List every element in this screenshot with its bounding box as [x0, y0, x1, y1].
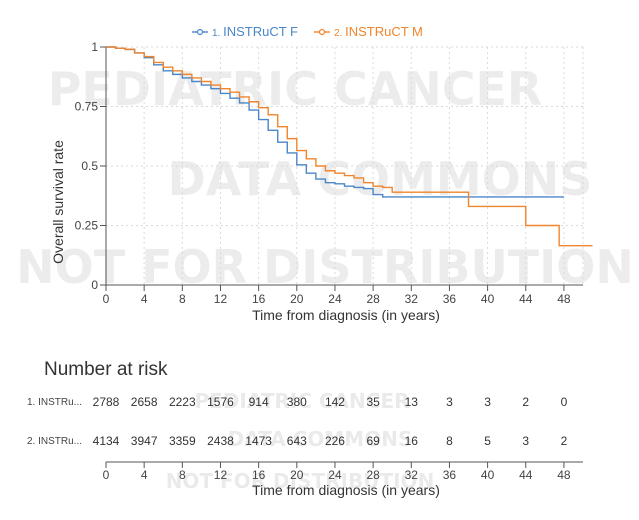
risk-value: 3: [522, 434, 529, 448]
x-axis-label: Time from diagnosis (in years): [252, 307, 440, 323]
series-line-1: [106, 46, 564, 198]
legend-marker: [318, 28, 326, 36]
x-tick-label: 36: [443, 292, 457, 306]
x-tick-label: 16: [252, 292, 266, 306]
legend[interactable]: 1. INSTRuCT F 2. INSTRuCT M: [192, 24, 423, 39]
risk-x-tick-label: 12: [214, 468, 228, 482]
x-tick-label: 24: [328, 292, 342, 306]
risk-value: 643: [287, 434, 307, 448]
risk-value: 2438: [207, 434, 234, 448]
series-line-2: [106, 46, 593, 247]
watermark-small-line2: DATA COMMONS: [228, 427, 413, 451]
y-tick-label: 0.5: [81, 159, 98, 173]
risk-x-tick-label: 36: [443, 468, 457, 482]
legend-label: 2. INSTRuCT M: [334, 24, 423, 39]
risk-value: 142: [325, 395, 345, 409]
watermark-small: PEDIATRIC CANCER DATA COMMONS NOT FOR DI…: [166, 389, 435, 493]
risk-value: 69: [366, 434, 380, 448]
y-tick-label: 0: [91, 278, 98, 292]
x-tick-label: 32: [405, 292, 419, 306]
risk-x-tick-label: 8: [179, 468, 186, 482]
watermark-line3: NOT FOR DISTRIBUTION: [16, 240, 634, 294]
x-tick-label: 48: [557, 292, 571, 306]
risk-value: 3947: [131, 434, 158, 448]
legend-item-1[interactable]: 1. INSTRuCT F: [192, 24, 298, 39]
risk-value: 380: [287, 395, 307, 409]
y-tick-label: 1: [91, 40, 98, 54]
x-tick-label: 20: [290, 292, 304, 306]
risk-x-tick-label: 32: [405, 468, 419, 482]
risk-row-label: 1. INSTRu...: [27, 397, 82, 408]
legend-item-2[interactable]: 2. INSTRuCT M: [314, 24, 423, 39]
risk-value: 16: [405, 434, 419, 448]
risk-value: 0: [561, 395, 568, 409]
risk-table-title: Number at risk: [44, 359, 168, 380]
risk-x-tick-label: 16: [252, 468, 266, 482]
risk-value: 914: [249, 395, 269, 409]
risk-value: 226: [325, 434, 345, 448]
risk-x-tick-label: 28: [366, 468, 380, 482]
risk-x-tick-label: 4: [141, 468, 148, 482]
risk-x-tick-label: 0: [103, 468, 110, 482]
y-tick-label: 0.75: [75, 100, 99, 114]
series-lines: [106, 46, 593, 247]
risk-value: 1576: [207, 395, 234, 409]
watermark-line1: PEDIATRIC CANCER: [48, 62, 543, 116]
x-tick-label: 40: [481, 292, 495, 306]
x-tick-label: 12: [214, 292, 228, 306]
risk-x-axis-label: Time from diagnosis (in years): [252, 482, 440, 498]
risk-value: 2223: [169, 395, 196, 409]
risk-value: 13: [405, 395, 419, 409]
x-tick-label: 44: [519, 292, 533, 306]
y-tick-label: 0.25: [75, 219, 99, 233]
risk-value: 2658: [131, 395, 158, 409]
watermark: PEDIATRIC CANCER DATA COMMONS NOT FOR DI…: [16, 62, 634, 294]
y-axis-label: Overall survival rate: [50, 140, 66, 264]
risk-value: 3359: [169, 434, 196, 448]
legend-marker: [196, 28, 204, 36]
risk-value: 35: [366, 395, 380, 409]
risk-value: 1473: [245, 434, 272, 448]
watermark-small-line3: NOT FOR DISTRIBUTION: [166, 469, 435, 493]
x-tick-label: 28: [366, 292, 380, 306]
risk-value: 8: [446, 434, 453, 448]
x-tick-label: 4: [141, 292, 148, 306]
watermark-small-line1: PEDIATRIC CANCER: [194, 389, 409, 413]
risk-value: 4134: [93, 434, 120, 448]
risk-value: 3: [484, 395, 491, 409]
risk-row-label: 2. INSTRu...: [27, 436, 82, 447]
risk-value: 2: [522, 395, 529, 409]
risk-x-tick-label: 24: [328, 468, 342, 482]
risk-value: 2: [561, 434, 568, 448]
risk-table: 1. INSTRu... 2788 2658 2223 1576 914 380 142 35 1…: [27, 395, 583, 482]
risk-value: 5: [484, 434, 491, 448]
x-tick-label: 0: [103, 292, 110, 306]
risk-value: 2788: [93, 395, 120, 409]
risk-x-tick-label: 40: [481, 468, 495, 482]
risk-x-tick-label: 44: [519, 468, 533, 482]
risk-x-tick-label: 48: [557, 468, 571, 482]
risk-value: 3: [446, 395, 453, 409]
watermark-line2: DATA COMMONS: [168, 152, 593, 206]
x-tick-label: 8: [179, 292, 186, 306]
legend-label: 1. INSTRuCT F: [212, 24, 298, 39]
risk-x-tick-label: 20: [290, 468, 304, 482]
